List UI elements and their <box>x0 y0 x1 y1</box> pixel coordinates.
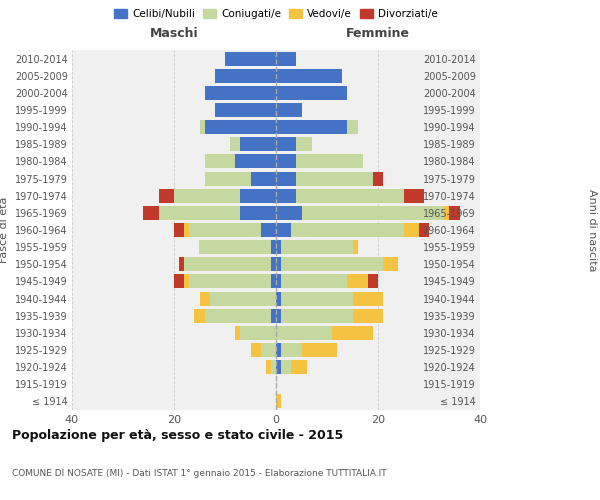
Bar <box>276 223 292 237</box>
Bar <box>276 258 281 272</box>
Bar <box>235 326 240 340</box>
Bar <box>174 274 184 288</box>
Bar <box>205 154 235 168</box>
Bar <box>353 292 383 306</box>
Bar <box>260 223 276 237</box>
Bar <box>276 343 281 357</box>
Bar <box>260 343 276 357</box>
Bar <box>199 120 205 134</box>
Bar <box>296 172 373 185</box>
Bar <box>347 120 358 134</box>
Bar <box>444 206 449 220</box>
Bar <box>271 308 276 322</box>
Bar <box>292 360 307 374</box>
Bar <box>205 308 271 322</box>
Bar <box>230 138 240 151</box>
Bar <box>179 258 184 272</box>
Bar <box>240 188 276 202</box>
Bar <box>276 172 296 185</box>
Bar <box>281 240 353 254</box>
Bar <box>281 343 302 357</box>
Bar <box>404 223 419 237</box>
Bar <box>404 188 424 202</box>
Bar <box>332 326 373 340</box>
Text: Popolazione per età, sesso e stato civile - 2015: Popolazione per età, sesso e stato civil… <box>12 430 343 442</box>
Bar <box>235 154 276 168</box>
Bar <box>281 360 292 374</box>
Bar <box>271 360 276 374</box>
Bar <box>292 223 404 237</box>
Bar <box>271 258 276 272</box>
Bar <box>199 292 210 306</box>
Bar <box>143 206 158 220</box>
Bar <box>347 274 368 288</box>
Bar <box>281 274 347 288</box>
Bar <box>240 206 276 220</box>
Bar <box>296 154 362 168</box>
Bar <box>296 138 312 151</box>
Text: Femmine: Femmine <box>346 26 410 40</box>
Bar <box>276 274 281 288</box>
Bar <box>276 326 332 340</box>
Bar <box>276 240 281 254</box>
Bar <box>190 223 260 237</box>
Bar <box>158 206 240 220</box>
Bar <box>276 154 296 168</box>
Bar <box>419 223 429 237</box>
Bar <box>271 274 276 288</box>
Bar <box>276 103 302 117</box>
Bar <box>383 258 398 272</box>
Text: Maschi: Maschi <box>149 26 199 40</box>
Bar <box>276 292 281 306</box>
Bar <box>205 86 276 100</box>
Bar <box>271 240 276 254</box>
Bar <box>215 68 276 82</box>
Bar <box>158 188 174 202</box>
Bar <box>215 103 276 117</box>
Bar <box>210 292 276 306</box>
Text: COMUNE DI NOSATE (MI) - Dati ISTAT 1° gennaio 2015 - Elaborazione TUTTITALIA.IT: COMUNE DI NOSATE (MI) - Dati ISTAT 1° ge… <box>12 468 386 477</box>
Bar <box>281 258 383 272</box>
Bar <box>184 258 271 272</box>
Bar <box>184 223 190 237</box>
Legend: Celibi/Nubili, Coniugati/e, Vedovi/e, Divorziati/e: Celibi/Nubili, Coniugati/e, Vedovi/e, Di… <box>110 5 442 24</box>
Bar <box>281 292 353 306</box>
Bar <box>194 308 205 322</box>
Bar <box>174 188 240 202</box>
Bar <box>225 52 276 66</box>
Bar <box>276 394 281 408</box>
Bar <box>189 274 271 288</box>
Bar <box>251 343 260 357</box>
Bar <box>205 172 251 185</box>
Bar <box>240 138 276 151</box>
Bar <box>266 360 271 374</box>
Bar <box>240 326 276 340</box>
Bar <box>276 308 281 322</box>
Bar <box>199 240 271 254</box>
Bar <box>276 86 347 100</box>
Bar <box>276 120 347 134</box>
Bar <box>368 274 378 288</box>
Bar <box>302 343 337 357</box>
Bar <box>205 120 276 134</box>
Bar <box>276 206 302 220</box>
Bar <box>276 360 281 374</box>
Bar <box>296 188 404 202</box>
Bar <box>251 172 276 185</box>
Y-axis label: Fasce di età: Fasce di età <box>0 197 10 263</box>
Bar <box>302 206 444 220</box>
Bar <box>353 308 383 322</box>
Text: Anni di nascita: Anni di nascita <box>587 188 597 271</box>
Bar <box>281 308 353 322</box>
Bar <box>373 172 383 185</box>
Bar <box>184 274 190 288</box>
Bar <box>276 68 342 82</box>
Bar <box>449 206 460 220</box>
Bar <box>276 52 296 66</box>
Bar <box>353 240 358 254</box>
Bar <box>276 138 296 151</box>
Bar <box>174 223 184 237</box>
Bar <box>276 188 296 202</box>
